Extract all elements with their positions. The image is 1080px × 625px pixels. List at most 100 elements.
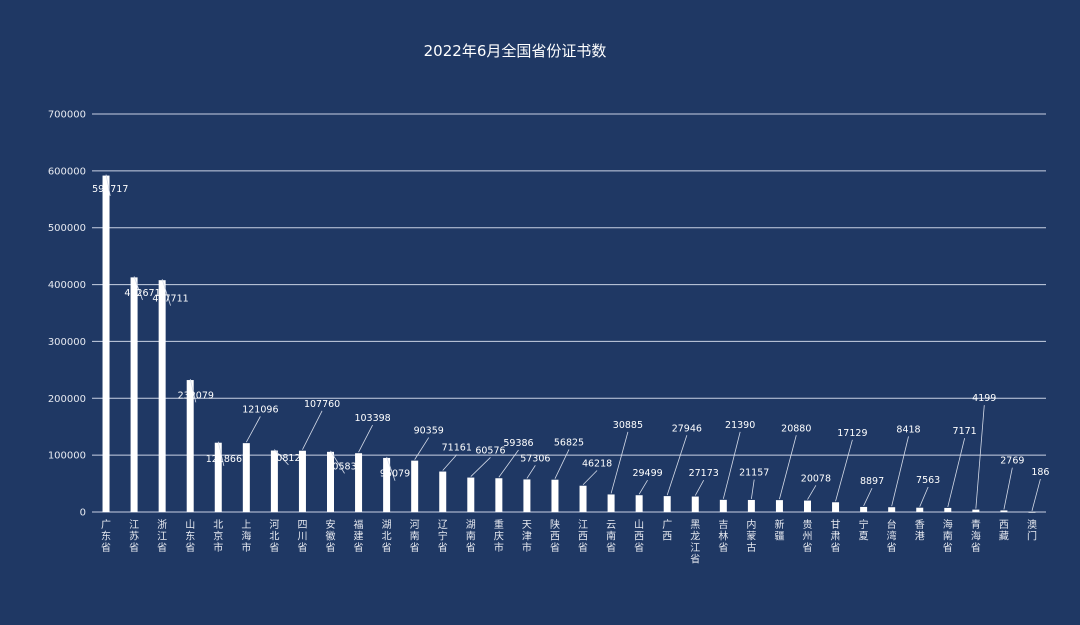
category-label: 海南省	[943, 518, 953, 554]
label-leader	[330, 450, 345, 474]
y-tick-label: 200000	[48, 394, 86, 405]
category-label: 台湾省	[887, 518, 897, 554]
data-label: 27173	[689, 468, 719, 479]
y-tick-label: 0	[80, 508, 86, 519]
data-label: 407711	[152, 294, 188, 305]
bar	[972, 509, 980, 512]
data-label: 186	[1031, 467, 1049, 478]
gridlines	[92, 113, 1046, 513]
label-leader	[1003, 467, 1013, 510]
data-label: 105832	[326, 461, 362, 472]
label-leader	[779, 435, 797, 500]
category-label: 云南省	[606, 520, 616, 554]
label-leader	[414, 437, 430, 460]
bar	[888, 507, 896, 512]
data-label: 90359	[414, 426, 444, 437]
category-label: 广东省	[101, 519, 111, 554]
bar	[102, 175, 110, 512]
label-leader	[133, 276, 143, 301]
category-label: 江西省	[578, 519, 588, 554]
data-label: 17129	[837, 428, 867, 439]
bar	[130, 277, 138, 512]
label-leader	[498, 449, 519, 478]
category-label: 重庆市	[494, 518, 504, 554]
data-label: 30885	[613, 420, 643, 431]
bar	[242, 443, 250, 512]
data-label: 232079	[178, 390, 214, 401]
data-label: 27946	[672, 423, 702, 434]
label-leaders	[105, 174, 1041, 511]
category-label: 安徽省	[326, 518, 336, 554]
category-label: 甘肃省	[831, 518, 841, 554]
bar	[411, 460, 419, 512]
label-leader	[217, 441, 225, 467]
data-label: 7171	[953, 426, 977, 437]
y-tick-label: 400000	[48, 280, 86, 291]
label-leader	[554, 449, 570, 479]
category-label: 上海市	[241, 519, 251, 554]
bar	[691, 496, 699, 512]
category-label: 贵州省	[803, 518, 813, 554]
bar	[579, 485, 587, 512]
label-leader	[526, 465, 536, 479]
bar	[804, 500, 811, 512]
bar	[327, 451, 334, 512]
data-label: 60576	[475, 445, 505, 456]
bar	[186, 380, 194, 512]
data-label: 57306	[520, 453, 550, 464]
data-label: 108127	[270, 453, 306, 464]
label-leader	[835, 439, 853, 502]
data-label: 8897	[860, 476, 884, 487]
data-label: 591717	[92, 184, 128, 195]
category-label: 北京市	[213, 519, 223, 554]
category-label: 新疆	[774, 518, 784, 543]
data-label: 121096	[242, 405, 278, 416]
bar	[355, 453, 363, 512]
label-leader	[105, 174, 111, 196]
bar	[1000, 510, 1008, 512]
category-label: 广西	[662, 519, 672, 543]
bar	[607, 494, 615, 512]
category-label: 天津市	[522, 520, 532, 554]
bar	[832, 502, 840, 512]
label-leader	[863, 487, 873, 507]
category-label: 江苏省	[129, 519, 139, 554]
category-label: 浙江省	[157, 519, 167, 554]
bar	[270, 450, 278, 512]
label-leader	[750, 479, 755, 500]
label-leader	[358, 424, 373, 453]
y-tick-label: 100000	[48, 451, 86, 462]
category-label: 青海省	[971, 518, 981, 554]
y-tick-label: 600000	[48, 166, 86, 177]
bar	[860, 506, 868, 512]
category-label: 西藏	[999, 520, 1009, 543]
category-label: 山东省	[185, 519, 195, 554]
category-label: 黑龙江省	[690, 519, 700, 566]
label-leader	[302, 410, 323, 450]
label-leader	[386, 456, 396, 481]
bar	[663, 496, 671, 512]
label-leader	[470, 457, 491, 477]
category-label: 内蒙古	[746, 518, 756, 554]
bar	[383, 457, 391, 512]
bar	[551, 479, 559, 512]
data-label: 412671	[124, 288, 160, 299]
category-label: 湖北省	[382, 519, 392, 554]
category-label: 湖南省	[466, 519, 476, 554]
bars	[102, 175, 1036, 513]
bar	[467, 477, 475, 512]
label-leader	[582, 470, 598, 486]
data-label: 71161	[442, 443, 472, 454]
category-label: 吉林省	[718, 519, 728, 554]
label-leader	[694, 479, 705, 496]
data-label: 107760	[304, 399, 340, 410]
bar	[298, 450, 306, 512]
bar	[214, 442, 222, 512]
label-leader	[722, 431, 741, 499]
data-label: 103398	[354, 413, 390, 424]
label-leader	[245, 416, 261, 443]
label-leader	[1031, 478, 1041, 511]
